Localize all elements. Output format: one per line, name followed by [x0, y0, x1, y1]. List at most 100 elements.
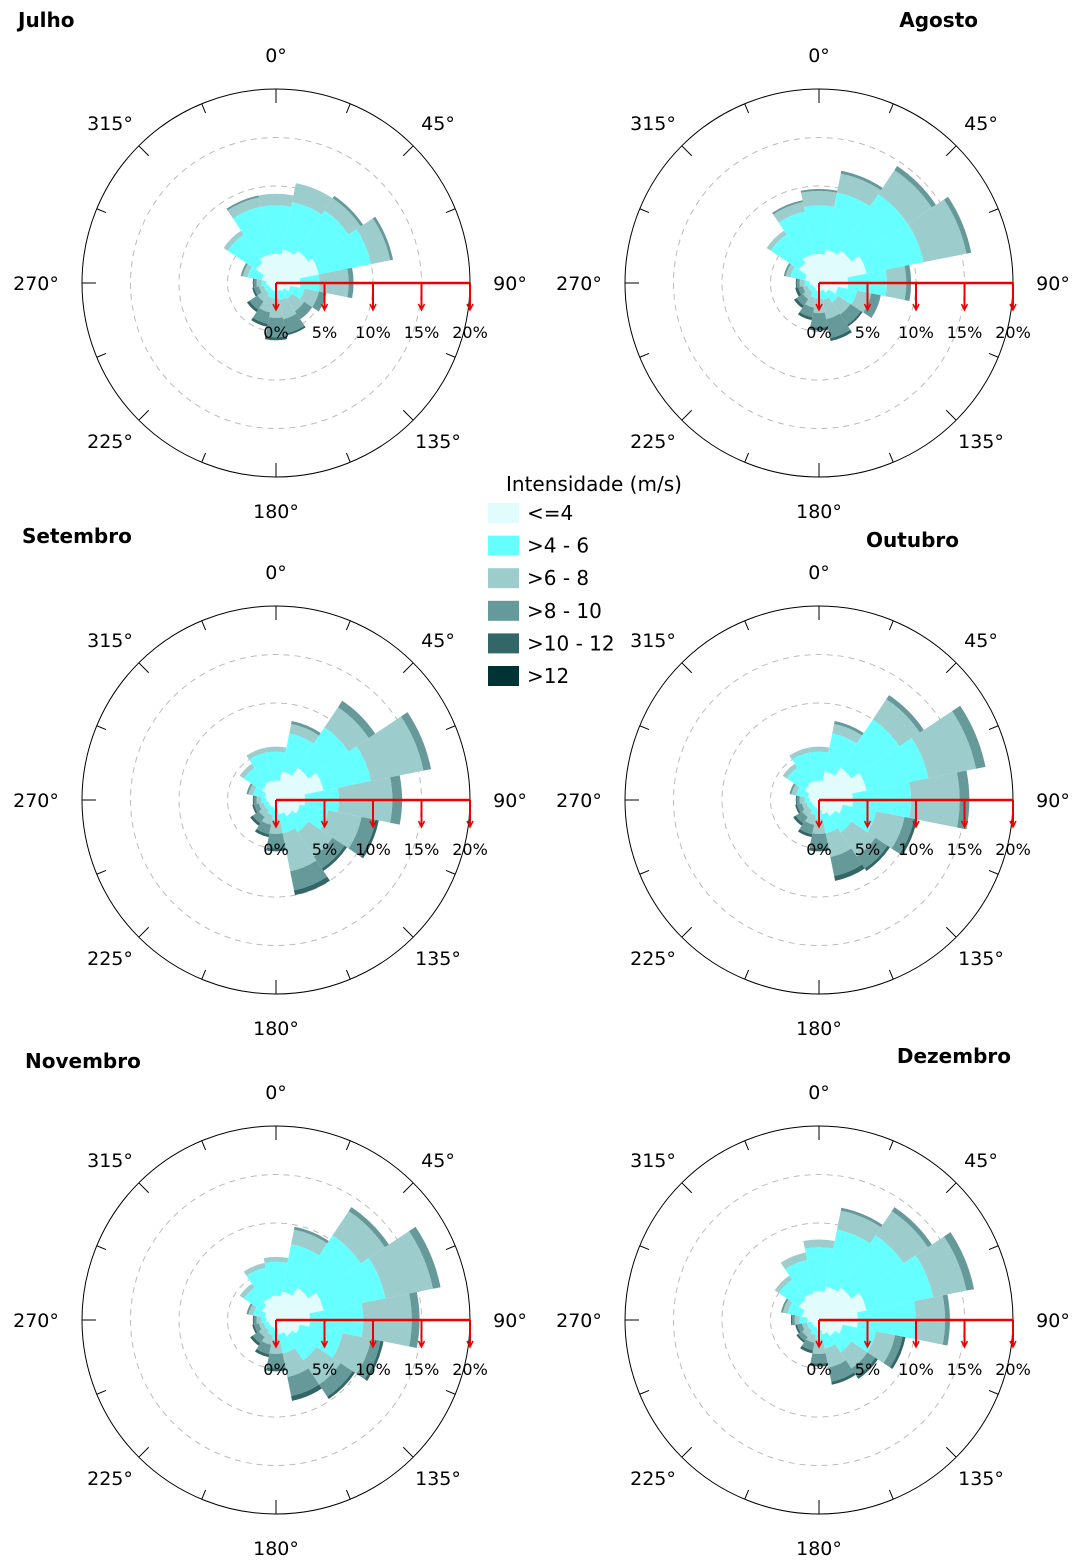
angle-tick [96, 725, 107, 731]
bar-segment [252, 804, 258, 814]
bar-segment [819, 256, 867, 283]
pct-label: 10% [355, 1360, 391, 1379]
bar-segment [252, 1315, 255, 1325]
legend-swatch [488, 568, 519, 589]
angle-tick [402, 1182, 414, 1194]
bar-segment [821, 1332, 836, 1349]
angle-label: 315° [630, 113, 676, 135]
bar-segment [785, 1260, 814, 1298]
bar-segment [286, 325, 306, 336]
angle-tick [681, 409, 693, 421]
bar-segment [891, 1207, 932, 1248]
scale-arrow [1009, 820, 1017, 829]
panel-title: Setembro [22, 524, 132, 548]
angle-label: 180° [253, 1018, 299, 1040]
bar-segment [360, 819, 379, 859]
bar-segment [239, 1283, 255, 1299]
bar-segment [253, 1315, 257, 1325]
bar-segment [774, 1275, 793, 1294]
bar-segment [796, 278, 800, 288]
bar-segment [257, 290, 269, 302]
bar-segment [840, 821, 876, 857]
bar-segment [261, 785, 276, 800]
pct-label: 20% [995, 840, 1031, 859]
bar-segment [264, 1261, 288, 1297]
bar-segment [810, 312, 828, 328]
bar-segment [243, 1287, 267, 1311]
bar-segment [796, 795, 800, 805]
bar-segment [790, 266, 807, 281]
bar-segment [886, 695, 924, 733]
bar-segment [794, 298, 804, 308]
bar-segment [249, 295, 264, 310]
bar-segment [364, 1340, 384, 1381]
scale-arrow [863, 1340, 872, 1349]
bar-segment [819, 800, 836, 817]
bar-segment [808, 746, 830, 753]
angle-label: 225° [87, 431, 133, 453]
bar-segment [780, 1252, 808, 1270]
bar-segment [266, 1318, 276, 1322]
angle-tick [445, 869, 456, 875]
bar-segment [811, 800, 819, 805]
scale-arrow [815, 820, 823, 829]
bar-segment [814, 800, 819, 808]
bar-segment [267, 806, 275, 816]
bar-segment [799, 1316, 808, 1324]
bar-segment [256, 279, 262, 287]
bar-segment [253, 787, 267, 798]
scale-arrow [912, 820, 920, 829]
angle-tick [988, 1245, 999, 1251]
angle-tick [888, 103, 894, 114]
bar-segment [261, 274, 276, 283]
bar-segment [269, 1320, 276, 1327]
angle-label: 45° [964, 630, 998, 652]
angle-label: 45° [421, 1150, 455, 1172]
bar-segment [269, 800, 276, 807]
wind-rose-julho: Julho 0% 5% 10% 15% 20% 0° 45° 90° 135° 180° 225° 27… [13, 8, 527, 523]
bar-segment [819, 283, 824, 291]
bar-segment [254, 829, 270, 838]
bar-segment [796, 293, 809, 306]
angle-tick [988, 352, 999, 358]
bar-segment [778, 1279, 806, 1307]
bar-segment [276, 1293, 324, 1320]
angle-label: 90° [493, 1310, 527, 1332]
bar-segment [401, 712, 432, 771]
bar-segment [263, 1298, 276, 1320]
bar-segment [867, 1331, 896, 1364]
bar-segment [795, 811, 808, 824]
bar-segment [786, 767, 810, 791]
angle-tick [988, 725, 999, 731]
angle-tick [888, 1140, 894, 1151]
angle-tick [639, 208, 650, 214]
angle-label: 135° [958, 1468, 1004, 1490]
bar-segment [263, 801, 270, 808]
bar-segment [256, 1316, 262, 1324]
angle-tick [402, 926, 414, 938]
angle-label: 180° [253, 1538, 299, 1560]
pct-label: 15% [947, 323, 983, 342]
angle-label: 45° [421, 630, 455, 652]
wind-rose-dezembro: Dezembro 0% 5% 10% 15% 20% 0° 45° 90° 135° 180° 225… [556, 1044, 1070, 1560]
legend-swatch [488, 535, 519, 556]
panel-title: Novembro [25, 1049, 141, 1073]
angle-tick [138, 409, 150, 421]
pct-label: 20% [995, 1360, 1031, 1379]
bar-segment [800, 1345, 813, 1354]
bar-segment [809, 751, 829, 781]
bar-segment [264, 793, 276, 800]
pct-label: 15% [947, 1360, 983, 1379]
bar-segment [802, 285, 810, 293]
angle-tick [445, 725, 456, 731]
bar-segment [782, 763, 798, 779]
pct-label: 10% [355, 323, 391, 342]
bar-segment [276, 800, 293, 817]
bar-segment [799, 303, 815, 318]
bar-segment [795, 278, 798, 288]
bar-segment [814, 1320, 819, 1328]
angle-tick [345, 969, 351, 980]
bar-segment [811, 1320, 819, 1325]
bar-segment [832, 723, 863, 744]
legend-label: >6 - 8 [527, 566, 589, 590]
